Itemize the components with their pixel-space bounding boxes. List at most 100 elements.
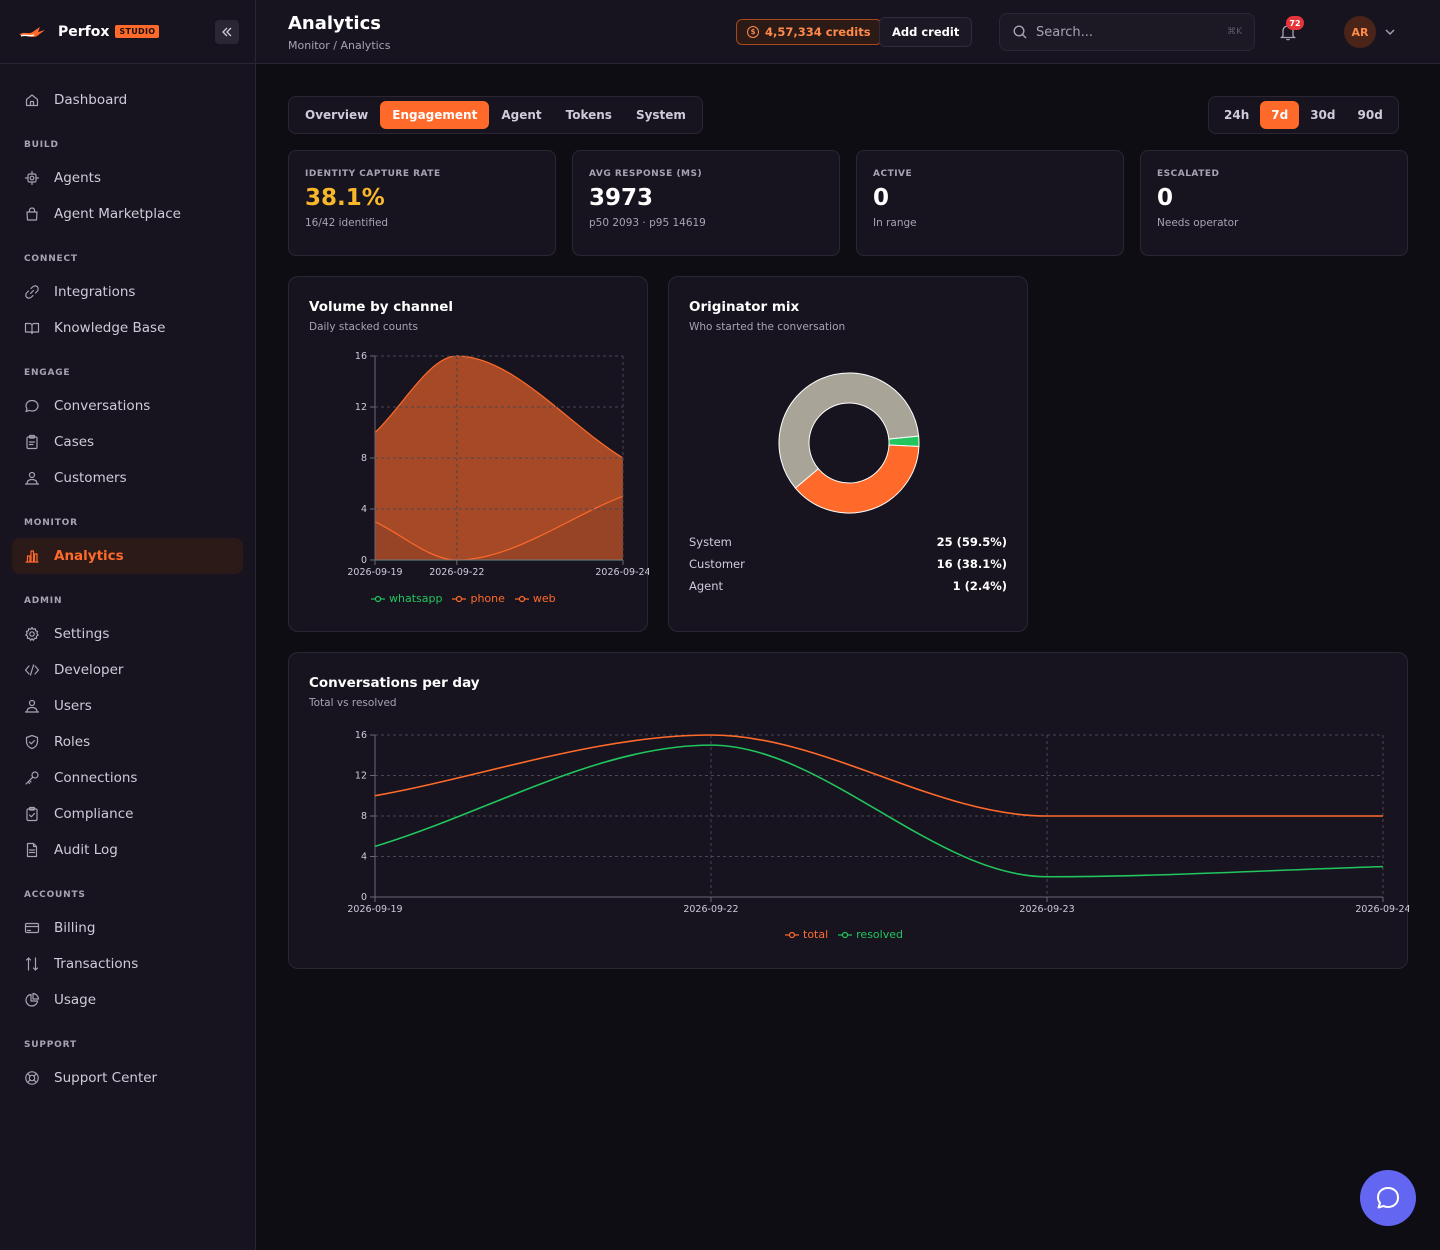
chevrons-left-icon <box>222 27 232 37</box>
perfox-logo-icon <box>19 26 45 37</box>
add-credit-button[interactable]: Add credit <box>879 17 973 47</box>
stat-card-avg-response: AVG RESPONSE (MS) 3973 p50 2093 · p95 14… <box>572 150 840 256</box>
sidebar-item-label: Analytics <box>54 548 124 564</box>
stat-card-identity-capture: IDENTITY CAPTURE RATE 38.1% 16/42 identi… <box>288 150 556 256</box>
nav-section-title: MONITOR <box>24 518 78 528</box>
stat-value: 0 <box>873 185 890 211</box>
sidebar-item-conversations[interactable]: Conversations <box>12 388 243 424</box>
y-tick-label: 0 <box>361 555 367 566</box>
sidebar-item-label: Developer <box>54 662 124 678</box>
analytics-tabs: Overview Engagement Agent Tokens System <box>288 96 703 134</box>
legend-item-web[interactable]: web <box>514 592 556 605</box>
sidebar-item-label: Compliance <box>54 806 134 822</box>
sidebar-item-label: Transactions <box>54 956 139 972</box>
sidebar-item-roles[interactable]: Roles <box>12 724 243 760</box>
sidebar-item-developer[interactable]: Developer <box>12 652 243 688</box>
legend-label: phone <box>470 592 505 605</box>
legend-marker-icon <box>785 931 799 938</box>
bar-chart-icon <box>25 550 39 563</box>
range-7d[interactable]: 7d <box>1260 101 1300 129</box>
x-tick-label: 2026-09-23 <box>1019 904 1074 915</box>
sidebar-item-knowledge-base[interactable]: Knowledge Base <box>12 310 243 346</box>
search-shortcut: ⌘K <box>1227 27 1242 37</box>
stat-card-active: ACTIVE 0 In range <box>856 150 1124 256</box>
sidebar-item-label: Agent Marketplace <box>54 206 181 222</box>
arrows-icon <box>25 957 39 971</box>
chevron-down-icon[interactable] <box>1384 26 1396 38</box>
sidebar-item-integrations[interactable]: Integrations <box>12 274 243 310</box>
search-box[interactable]: ⌘K <box>999 13 1255 51</box>
slice-customer[interactable] <box>794 444 920 514</box>
sidebar-item-users[interactable]: Users <box>12 688 243 724</box>
tab-system[interactable]: System <box>635 108 686 122</box>
top-header: Analytics Monitor / Analytics $ 4,57,334… <box>256 0 1440 64</box>
x-tick-label: 2026-09-22 <box>429 567 484 578</box>
nav-section-title: ADMIN <box>24 596 63 606</box>
originator-name: Agent <box>689 579 724 593</box>
shield-icon <box>25 734 39 750</box>
chat-bubble-icon <box>1377 1187 1399 1209</box>
tab-tokens[interactable]: Tokens <box>565 108 612 122</box>
link-icon <box>25 285 39 299</box>
sidebar-item-compliance[interactable]: Compliance <box>12 796 243 832</box>
tab-overview[interactable]: Overview <box>305 108 369 122</box>
bag-icon <box>26 207 38 221</box>
tab-engagement[interactable]: Engagement <box>380 101 490 129</box>
sidebar-item-customers[interactable]: Customers <box>12 460 243 496</box>
originator-donut-chart <box>778 372 920 514</box>
stat-label: ACTIVE <box>873 169 913 179</box>
chart-subtitle: Total vs resolved <box>309 697 397 709</box>
legend-label: web <box>532 592 556 605</box>
pie-icon <box>25 992 40 1007</box>
legend-marker-icon <box>838 931 853 938</box>
sidebar-item-agents[interactable]: Agents <box>12 160 243 196</box>
legend-item-resolved[interactable]: resolved <box>838 928 903 941</box>
sidebar-item-agent-marketplace[interactable]: Agent Marketplace <box>12 196 243 232</box>
page-title: Analytics <box>288 13 381 34</box>
nav-section-title: ACCOUNTS <box>24 890 86 900</box>
chat-icon <box>25 399 39 413</box>
legend-label: total <box>803 928 829 941</box>
originator-value: 16 (38.1%) <box>936 557 1007 571</box>
sidebar-item-analytics[interactable]: Analytics <box>12 538 243 574</box>
chart-subtitle: Daily stacked counts <box>309 321 418 333</box>
stat-value: 0 <box>1157 185 1174 211</box>
clipboard-check-icon <box>26 806 38 822</box>
legend-item-total[interactable]: total <box>785 928 828 941</box>
sidebar-item-support-center[interactable]: Support Center <box>12 1060 243 1096</box>
sidebar: Perfox STUDIO Dashboard BUILD Agents Agent … <box>0 0 256 1250</box>
sidebar-item-audit-log[interactable]: Audit Log <box>12 832 243 868</box>
sidebar-item-billing[interactable]: Billing <box>12 910 243 946</box>
conversations-per-day-card: Conversations per day Total vs resolved … <box>288 652 1409 969</box>
sidebar-item-cases[interactable]: Cases <box>12 424 243 460</box>
sidebar-item-settings[interactable]: Settings <box>12 616 243 652</box>
cog-icon <box>24 170 40 186</box>
chat-support-button[interactable] <box>1360 1170 1416 1226</box>
originator-row-system: System 25 (59.5%) <box>689 535 1007 549</box>
sidebar-item-transactions[interactable]: Transactions <box>12 946 243 982</box>
stat-value: 38.1% <box>305 185 385 211</box>
range-90d[interactable]: 90d <box>1357 108 1383 122</box>
y-tick-label: 16 <box>355 351 367 362</box>
stat-sub: Needs operator <box>1157 217 1239 229</box>
sidebar-item-connections[interactable]: Connections <box>12 760 243 796</box>
gear-icon <box>25 626 39 641</box>
range-24h[interactable]: 24h <box>1224 108 1250 122</box>
sidebar-item-label: Billing <box>54 920 96 936</box>
collapse-sidebar-button[interactable] <box>215 20 239 44</box>
legend-item-phone[interactable]: phone <box>452 592 505 605</box>
y-tick-label: 4 <box>361 504 367 515</box>
credits-badge[interactable]: $ 4,57,334 credits <box>736 19 882 45</box>
sidebar-item-usage[interactable]: Usage <box>12 982 243 1018</box>
sidebar-item-dashboard[interactable]: Dashboard <box>12 82 243 118</box>
avatar[interactable]: AR <box>1344 16 1376 48</box>
stat-value: 3973 <box>589 185 654 211</box>
y-tick-label: 16 <box>355 730 367 741</box>
legend-item-whatsapp[interactable]: whatsapp <box>371 592 442 605</box>
tab-agent[interactable]: Agent <box>501 108 542 122</box>
range-30d[interactable]: 30d <box>1310 108 1336 122</box>
coin-icon: $ <box>747 26 759 38</box>
search-input[interactable] <box>1036 24 1216 40</box>
slice-system[interactable] <box>778 372 920 489</box>
sidebar-item-label: Customers <box>54 470 127 486</box>
